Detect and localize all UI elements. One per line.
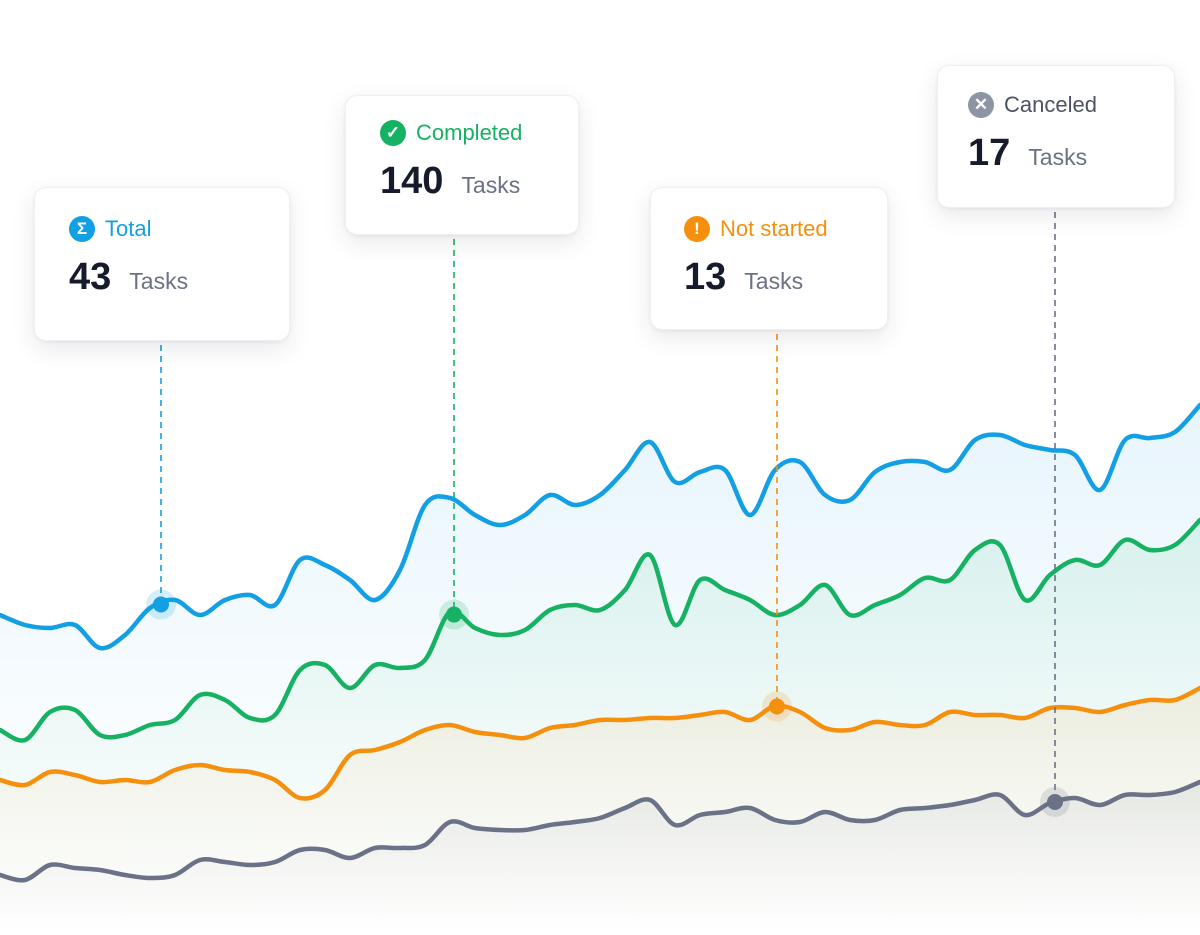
card-label: Completed	[416, 120, 523, 145]
completed-marker[interactable]	[446, 606, 462, 623]
canceled-line	[0, 779, 1200, 883]
total-marker[interactable]	[153, 596, 169, 613]
check-circle-icon: ✓	[380, 120, 406, 146]
not-started-line	[0, 685, 1200, 801]
canceled-area	[0, 782, 1200, 935]
total-line	[0, 402, 1200, 651]
card-value: 17	[968, 132, 1011, 174]
completed-card: ✓ Completed 140 Tasks	[345, 95, 579, 235]
card-value: 140	[380, 160, 444, 202]
card-value: 13	[684, 256, 727, 298]
card-unit: Tasks	[744, 268, 804, 294]
card-unit: Tasks	[1028, 144, 1088, 170]
card-label: Canceled	[1004, 92, 1097, 117]
canceled-card: ✕ Canceled 17 Tasks	[937, 65, 1175, 208]
card-value: 43	[69, 256, 112, 298]
not-started-marker[interactable]	[769, 698, 785, 715]
card-unit: Tasks	[129, 268, 189, 294]
canceled-marker[interactable]	[1047, 794, 1063, 810]
completed-line	[0, 517, 1200, 743]
exclamation-circle-icon: !	[684, 216, 710, 242]
sigma-icon: Σ	[69, 216, 95, 242]
card-unit: Tasks	[461, 172, 521, 198]
card-label: Total	[105, 216, 152, 241]
card-label: Not started	[720, 216, 828, 241]
total-card: Σ Total 43 Tasks	[34, 187, 290, 341]
x-circle-icon: ✕	[968, 92, 994, 118]
not-started-card: ! Not started 13 Tasks	[650, 187, 888, 330]
